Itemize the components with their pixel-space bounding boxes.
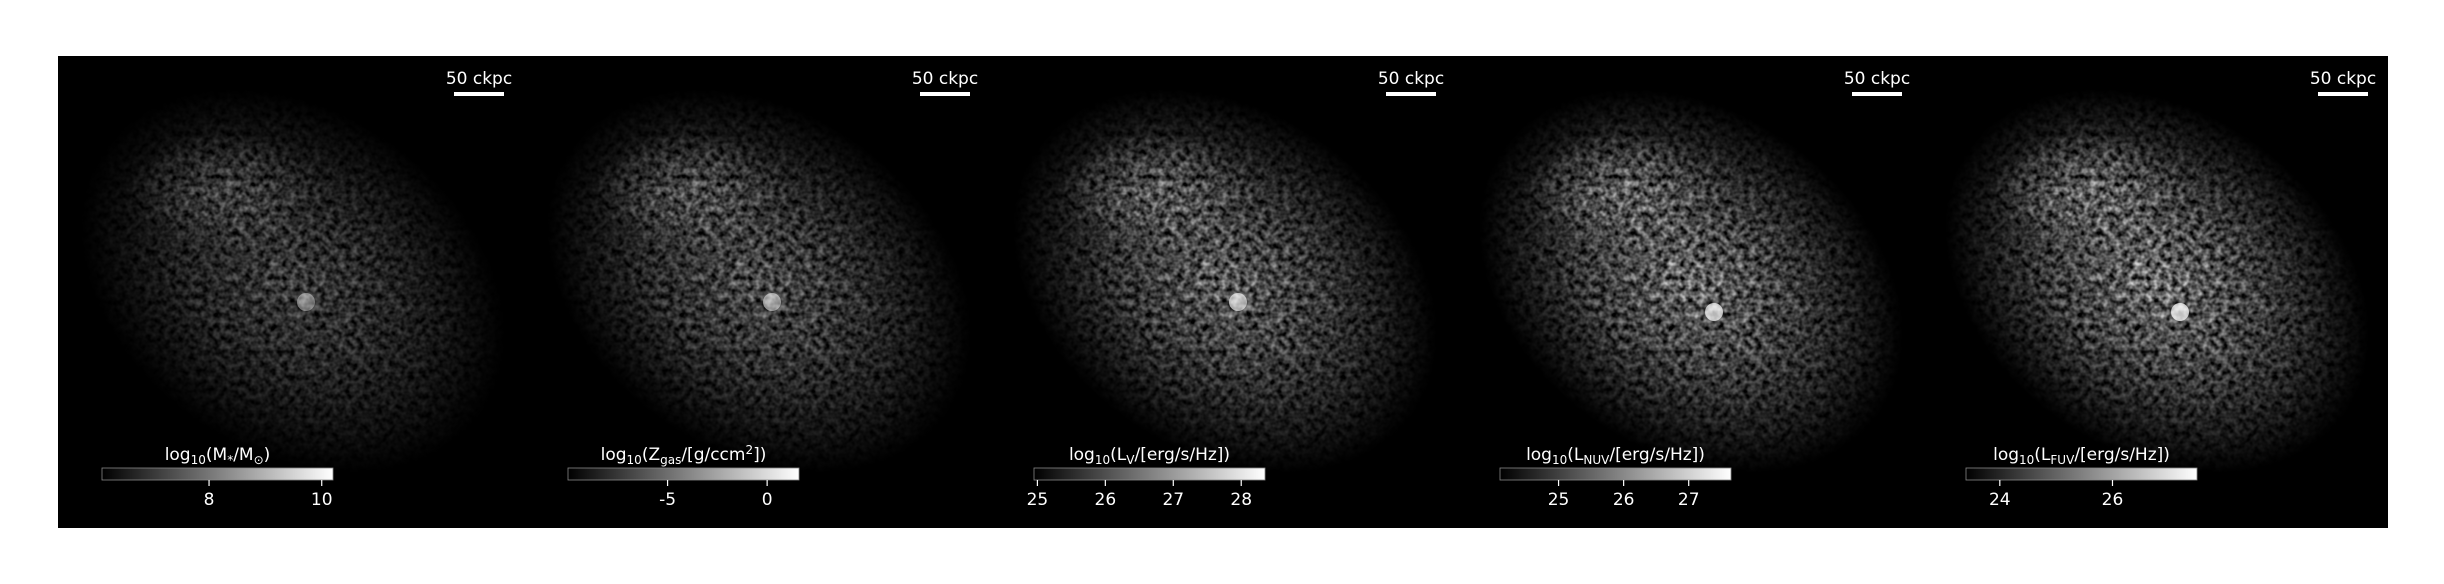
label-part: 10 (1552, 453, 1567, 467)
label-part: 10 (1095, 453, 1110, 467)
galaxy-image (1456, 56, 1922, 528)
colorbar-label: log10(Zgas/[g/ccm2]) (601, 443, 767, 467)
label-part: ) (264, 445, 271, 465)
label-part: /[erg/s/Hz]) (1134, 445, 1230, 465)
colorbar-label: log10(M*/M⊙) (165, 445, 271, 467)
galaxy-core (2171, 303, 2189, 321)
galaxy-image (990, 56, 1456, 528)
label-part: log (165, 445, 191, 465)
colorbar-tick-label: -5 (659, 490, 676, 510)
scale-bar-label: 50 ckpc (912, 69, 978, 89)
label-part: 10 (627, 453, 642, 467)
label-part: log (601, 445, 627, 465)
colorbar-tick-label: 26 (1095, 490, 1117, 510)
galaxy-noise (1922, 56, 2388, 528)
label-part: log (1526, 445, 1552, 465)
label-part: /[erg/s/Hz]) (2074, 445, 2170, 465)
colorbar (101, 467, 334, 481)
galaxy-core (1705, 303, 1723, 321)
label-part: FUV (2050, 453, 2075, 467)
galaxy-core (1229, 293, 1247, 311)
colorbar-tick-label: 26 (2102, 490, 2124, 510)
label-part: 10 (191, 453, 206, 467)
panel: 50 ckpc log10(LNUV/[erg/s/Hz]) 25 26 27 (1456, 56, 1922, 528)
scale-bar-label: 50 ckpc (1378, 69, 1444, 89)
colorbar-tick-label: 25 (1548, 490, 1570, 510)
colorbar-tick-label: 27 (1162, 490, 1184, 510)
galaxy-core (297, 293, 315, 311)
colorbar-label: log10(LNUV/[erg/s/Hz]) (1526, 445, 1705, 467)
colorbar (1033, 467, 1266, 481)
colorbar-tick-label: 27 (1678, 490, 1700, 510)
panel: 50 ckpc log10(LFUV/[erg/s/Hz]) 24 26 (1922, 56, 2388, 528)
colorbar-tick-label: 25 (1027, 490, 1049, 510)
label-part: gas (660, 453, 681, 467)
colorbar (1965, 467, 2198, 481)
colorbar-tick-label: 0 (762, 490, 773, 510)
label-part: (L (2034, 445, 2051, 465)
galaxy-image (1922, 56, 2388, 528)
label-part: NUV (1583, 453, 1610, 467)
colorbar-label: log10(LFUV/[erg/s/Hz]) (1993, 445, 2170, 467)
panel: 50 ckpc log10(Zgas/[g/ccm2]) -5 0 (524, 56, 990, 528)
label-part: 10 (2019, 453, 2034, 467)
scale-bar-label: 50 ckpc (1844, 69, 1910, 89)
colorbar-tick-label: 10 (311, 490, 333, 510)
galaxy-image (524, 56, 990, 528)
colorbar-tick-label: 28 (1230, 490, 1252, 510)
label-part: ⊙ (254, 453, 264, 467)
label-part: 2 (745, 443, 753, 457)
galaxy-noise (524, 56, 990, 528)
colorbar-tick-label: 24 (1989, 490, 2011, 510)
galaxy-core (763, 293, 781, 311)
galaxy-noise (990, 56, 1456, 528)
galaxy-noise (1456, 56, 1922, 528)
galaxy-noise (58, 56, 524, 528)
label-part: (L (1567, 445, 1584, 465)
label-part: ]) (753, 445, 766, 465)
galaxy-image (58, 56, 524, 528)
label-part: /M (233, 445, 253, 465)
colorbar-tick-label: 26 (1613, 490, 1635, 510)
scale-bar-label: 50 ckpc (446, 69, 512, 89)
colorbar (1499, 467, 1732, 481)
label-part: * (227, 453, 233, 467)
label-part: (L (1110, 445, 1127, 465)
panel: 50 ckpc log10(LV/[erg/s/Hz]) 25 26 27 28 (990, 56, 1456, 528)
label-part: V (1126, 453, 1135, 467)
label-part: (Z (642, 445, 660, 465)
label-part: (M (206, 445, 227, 465)
colorbar-tick-label: 8 (204, 490, 215, 510)
colorbar-label: log10(LV/[erg/s/Hz]) (1069, 445, 1230, 467)
label-part: /[erg/s/Hz]) (1609, 445, 1705, 465)
colorbar (567, 467, 800, 481)
label-part: log (1993, 445, 2019, 465)
scale-bar-label: 50 ckpc (2310, 69, 2376, 89)
label-part: log (1069, 445, 1095, 465)
label-part: /[g/ccm (681, 445, 745, 465)
